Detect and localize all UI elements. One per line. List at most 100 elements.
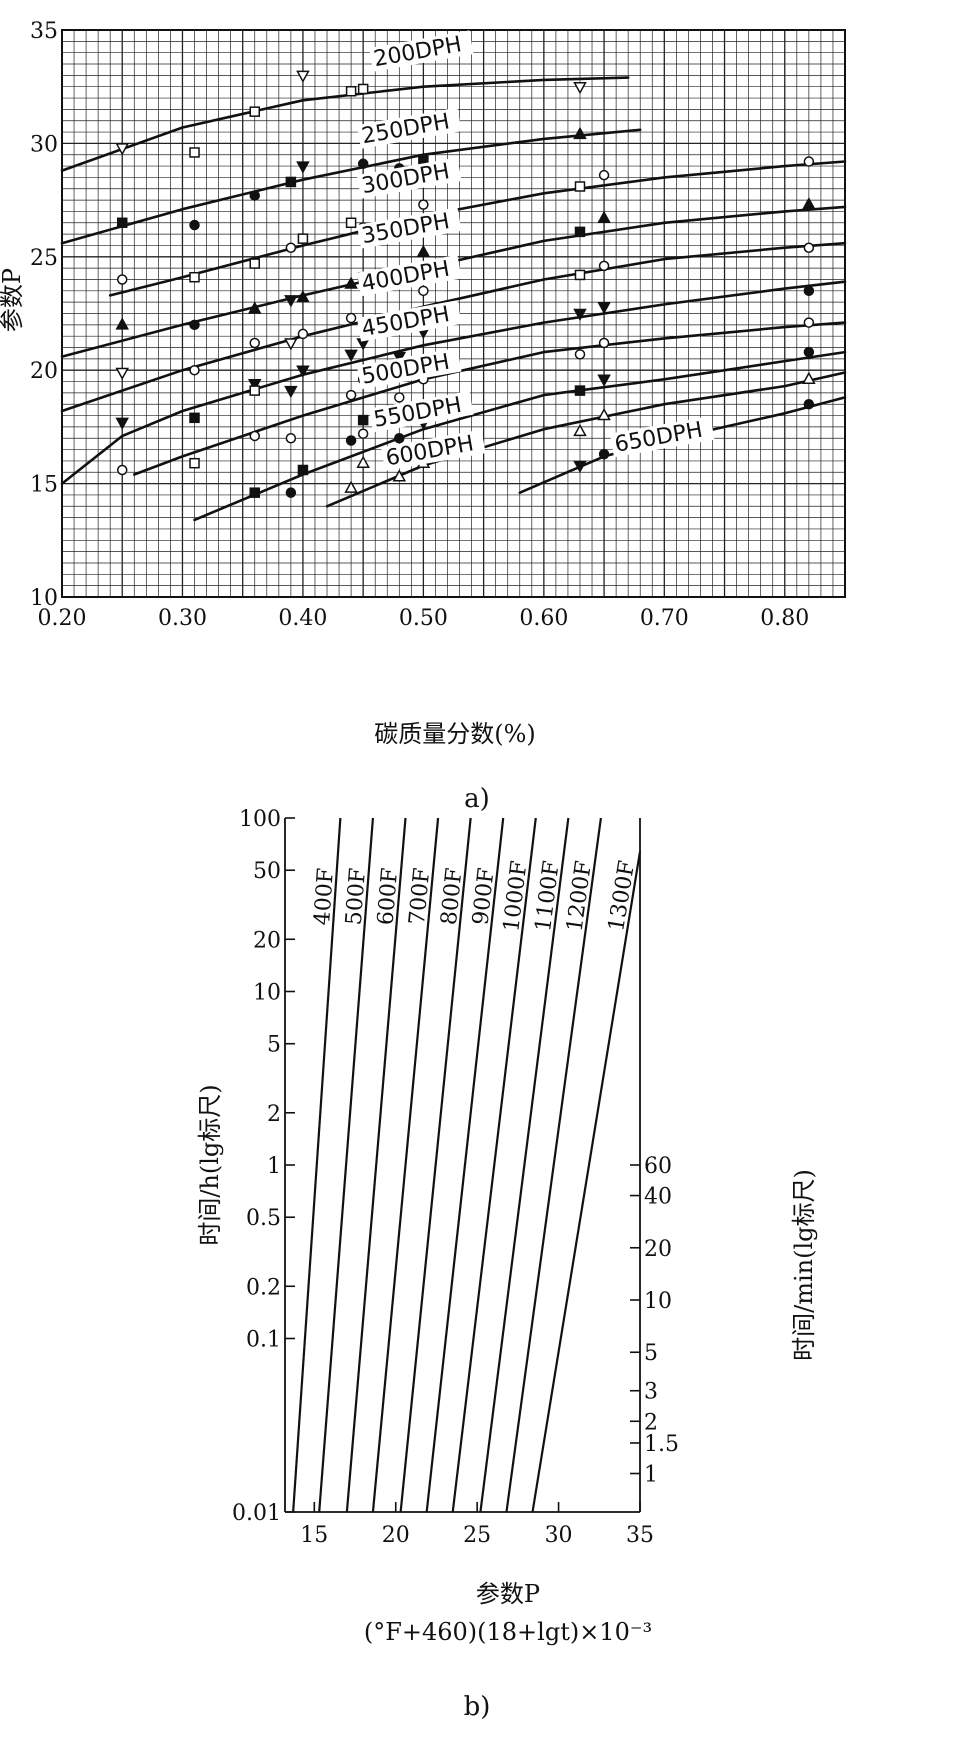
- data-point: [392, 351, 407, 365]
- data-point: [418, 199, 429, 210]
- data-point: [573, 460, 587, 474]
- left-axis-tick-label: 2: [267, 1102, 281, 1127]
- dph-curve: [60, 205, 847, 358]
- temperature-line: [318, 817, 375, 1513]
- data-point: [296, 365, 310, 378]
- panel-b-lines: [292, 817, 642, 1513]
- temperature-line-label: 400F: [310, 867, 339, 926]
- data-point: [573, 308, 587, 322]
- data-point: [189, 271, 200, 283]
- data-point: [573, 126, 587, 140]
- data-point: [285, 432, 297, 444]
- data-point: [284, 295, 298, 308]
- data-point: [803, 398, 815, 410]
- dph-curve: [133, 321, 847, 476]
- x-tick-label: 0.50: [399, 606, 448, 631]
- temperature-line: [451, 817, 537, 1513]
- dph-label-background: [609, 415, 715, 458]
- right-axis-tick-label: 2: [644, 1410, 658, 1435]
- temperature-line-label: 1300F: [604, 859, 640, 933]
- right-axis-tick-label: 1.5: [644, 1432, 679, 1457]
- data-point: [247, 379, 262, 392]
- right-axis-tick-label: 60: [644, 1154, 672, 1179]
- data-point: [803, 156, 815, 167]
- y-tick-label: 35: [30, 19, 58, 44]
- data-point: [285, 242, 297, 253]
- temperature-line-label: 900F: [468, 867, 499, 927]
- data-point: [115, 143, 129, 156]
- data-point: [802, 371, 816, 385]
- temperature-line: [399, 817, 472, 1513]
- right-axis-tick-label: 40: [644, 1185, 672, 1210]
- data-point: [802, 197, 816, 210]
- temperature-line-label: 1100F: [531, 859, 565, 933]
- dph-curve-label: 200DPH: [372, 32, 464, 72]
- dph-label-background: [356, 254, 462, 297]
- right-axis-tick-label: 20: [644, 1237, 672, 1262]
- left-axis-tick-label: 0.1: [246, 1328, 281, 1353]
- data-point: [249, 385, 260, 396]
- dph-curve: [60, 241, 847, 413]
- x-tick-label: 0.30: [158, 606, 207, 631]
- panel-b-caption: b): [464, 1692, 491, 1722]
- data-point: [249, 337, 260, 349]
- data-point: [597, 374, 611, 387]
- data-point: [284, 338, 298, 351]
- temperature-line: [425, 817, 505, 1513]
- data-point: [598, 448, 610, 460]
- data-point: [803, 285, 815, 297]
- data-point: [284, 385, 298, 399]
- data-point: [574, 269, 586, 281]
- data-point: [249, 258, 260, 269]
- y-tick-label: 20: [30, 359, 58, 384]
- data-point: [189, 364, 200, 376]
- bottom-axis-tick-label: 15: [300, 1523, 328, 1548]
- dph-label-background: [380, 429, 486, 471]
- data-point: [803, 317, 815, 328]
- data-point: [357, 428, 369, 439]
- data-point: [394, 392, 405, 403]
- dph-label-background: [368, 30, 474, 72]
- data-point: [297, 464, 309, 476]
- data-point: [357, 83, 369, 95]
- data-point: [598, 169, 610, 181]
- data-point: [344, 480, 358, 493]
- data-point: [297, 233, 309, 244]
- data-point: [574, 181, 586, 192]
- data-point: [574, 226, 586, 238]
- data-point: [249, 487, 260, 498]
- right-axis-tick-label: 3: [644, 1380, 658, 1405]
- data-point: [416, 244, 431, 258]
- bottom-axis-tick-label: 25: [463, 1523, 491, 1548]
- right-axis-tick-label: 1: [644, 1463, 658, 1488]
- data-point: [345, 312, 357, 324]
- temperature-line-label: 700F: [405, 867, 435, 926]
- panel-b-x-axis-label: 参数P: [476, 1580, 540, 1608]
- data-point: [116, 274, 128, 285]
- data-point: [803, 346, 815, 358]
- panel-a-ticks: 0.20 0.30 0.40 0.50 0.60 0.70 0.80 10 15 20 25 30 35: [30, 19, 809, 631]
- right-axis-tick-label: 10: [644, 1289, 672, 1314]
- panel-a-chart: 200DPH250DPH300DPH350DPH400DPH450DPH500D…: [0, 19, 847, 814]
- temperature-line: [292, 817, 342, 1513]
- data-point: [296, 290, 310, 303]
- data-point: [356, 455, 370, 468]
- left-axis-tick-label: 0.2: [246, 1275, 281, 1300]
- data-point: [573, 81, 587, 95]
- panel-a-y-axis-label: 参数P: [0, 268, 26, 332]
- data-point: [597, 408, 611, 421]
- data-point: [285, 176, 297, 188]
- data-point: [297, 328, 309, 340]
- data-point: [116, 464, 128, 476]
- data-point: [189, 319, 200, 331]
- dph-curve-label: 650DPH: [613, 418, 705, 458]
- temperature-line-label: 600F: [373, 867, 403, 926]
- panel-a-caption: a): [464, 784, 490, 814]
- dph-label-background: [356, 347, 462, 390]
- bottom-axis-tick-label: 30: [545, 1523, 573, 1548]
- left-axis-tick-label: 0.5: [246, 1206, 281, 1231]
- temperature-line-label: 500F: [342, 867, 371, 926]
- data-point: [803, 242, 815, 253]
- data-point: [357, 158, 369, 170]
